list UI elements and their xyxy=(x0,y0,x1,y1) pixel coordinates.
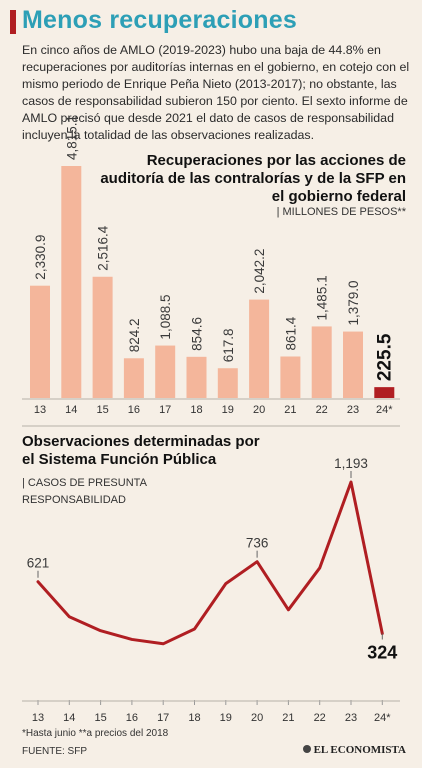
bar-chart-title: Recuperaciones por las acciones de audit… xyxy=(100,152,406,205)
bar-16 xyxy=(123,358,144,398)
x-tick-label: 24* xyxy=(376,404,393,416)
footnote: *Hasta junio **a precios del 2018 xyxy=(22,728,169,739)
bar-value-label: 2,042.2 xyxy=(252,249,267,294)
x-tick-label: 21 xyxy=(284,404,296,416)
x-tick-label: 23 xyxy=(347,404,359,416)
bar-value-label: 4,815.1 xyxy=(64,115,79,160)
data-label: 324 xyxy=(367,643,397,663)
x-tick-label: 14 xyxy=(65,404,77,416)
bar-17 xyxy=(155,345,176,398)
line-chart-unit: | CASOS DE PRESUNTA RESPONSABILIDAD xyxy=(22,477,147,506)
bar-value-label: 1,485.1 xyxy=(315,275,330,320)
x-tick-label: 15 xyxy=(94,712,106,724)
line-chart-title: Observaciones determinadas por el Sistem… xyxy=(22,433,260,468)
bar-21 xyxy=(280,356,301,398)
x-tick-label: 19 xyxy=(220,712,232,724)
x-tick-label: 16 xyxy=(128,404,140,416)
x-tick-label: 15 xyxy=(96,404,108,416)
bar-value-label: 617.8 xyxy=(221,328,236,362)
title-accent-bar xyxy=(10,10,16,34)
x-tick-label: 20 xyxy=(253,404,265,416)
bar-20 xyxy=(249,299,270,398)
bar-23 xyxy=(343,331,363,398)
brand-logo: EL ECONOMISTA xyxy=(302,744,406,756)
x-tick-label: 24* xyxy=(374,712,391,724)
bar-19 xyxy=(217,368,238,398)
bar-13 xyxy=(30,285,50,398)
x-tick-label: 13 xyxy=(32,712,44,724)
x-tick-label: 20 xyxy=(251,712,263,724)
x-tick-label: 14 xyxy=(63,712,75,724)
series-line xyxy=(36,480,384,646)
data-label: 621 xyxy=(27,556,50,571)
x-tick-label: 21 xyxy=(282,712,294,724)
bar-value-label: 1,379.0 xyxy=(346,281,361,326)
bar-18 xyxy=(186,356,207,398)
x-tick-label: 18 xyxy=(188,712,200,724)
brand-icon xyxy=(302,745,311,753)
bar-chart-unit: | MILLONES DE PESOS** xyxy=(276,206,406,218)
intro-paragraph: En cinco años de AMLO (2019-2023) hubo u… xyxy=(22,43,410,142)
bar-value-label: 824.2 xyxy=(127,318,142,352)
x-tick-label: 19 xyxy=(222,404,234,416)
data-label: 1,193 xyxy=(334,456,368,471)
source-label: FUENTE: SFP xyxy=(22,746,88,757)
x-tick-label: 13 xyxy=(34,404,46,416)
bar-value-label: 2,516.4 xyxy=(96,225,111,271)
bar-value-label: 225.5 xyxy=(374,333,395,381)
data-label: 736 xyxy=(246,536,269,551)
bar-15 xyxy=(92,276,113,398)
x-tick-label: 16 xyxy=(126,712,138,724)
x-tick-label: 18 xyxy=(190,404,202,416)
x-tick-label: 17 xyxy=(159,404,171,416)
page-title: Menos recuperaciones xyxy=(22,6,297,34)
bar-value-label: 1,088.5 xyxy=(158,295,173,340)
x-tick-label: 22 xyxy=(314,712,326,724)
bar-value-label: 861.4 xyxy=(283,316,298,350)
bar-14 xyxy=(61,166,82,398)
bar-22 xyxy=(311,326,332,398)
bar-value-label: 2,330.9 xyxy=(33,235,48,280)
bar-value-label: 854.6 xyxy=(190,317,205,351)
bar-24* xyxy=(374,387,395,398)
x-tick-label: 17 xyxy=(157,712,169,724)
x-tick-label: 23 xyxy=(345,712,357,724)
x-tick-label: 22 xyxy=(316,404,328,416)
brand-name: EL ECONOMISTA xyxy=(313,744,406,756)
